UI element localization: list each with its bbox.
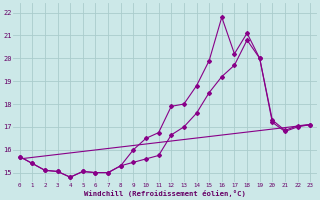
- X-axis label: Windchill (Refroidissement éolien,°C): Windchill (Refroidissement éolien,°C): [84, 190, 246, 197]
